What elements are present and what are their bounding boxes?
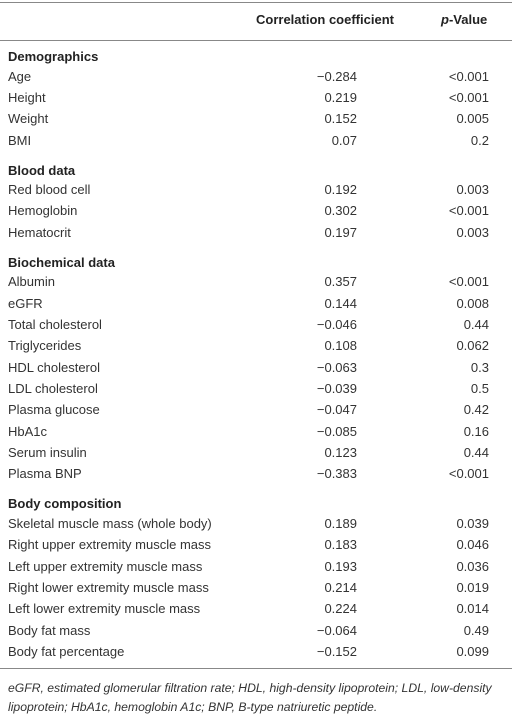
bottom-rule xyxy=(0,668,512,669)
row-label: Triglycerides xyxy=(8,338,82,354)
p-value: <0.001 xyxy=(448,68,489,84)
row-label: Age xyxy=(8,68,32,84)
correlation-value: −0.383 xyxy=(316,466,357,482)
correlation-value: −0.047 xyxy=(316,402,357,418)
p-value: 0.44 xyxy=(463,445,489,461)
correlation-value: −0.085 xyxy=(316,423,357,439)
p-value: 0.44 xyxy=(463,316,489,332)
p-value: 0.046 xyxy=(456,537,489,553)
row-label: Plasma BNP xyxy=(8,466,82,482)
row-label: Right lower extremity muscle mass xyxy=(8,579,209,595)
p-value: 0.008 xyxy=(456,295,489,311)
correlation-value: 0.214 xyxy=(324,579,357,595)
p-value: 0.014 xyxy=(456,601,489,617)
correlation-value: 0.193 xyxy=(324,558,357,574)
row-label: Left upper extremity muscle mass xyxy=(8,558,203,574)
p-value: <0.001 xyxy=(448,203,489,219)
p-value: 0.003 xyxy=(456,182,489,198)
correlation-value: −0.064 xyxy=(316,622,357,638)
p-value: <0.001 xyxy=(448,274,489,290)
p-value: 0.062 xyxy=(456,338,489,354)
correlation-value: 0.144 xyxy=(324,295,357,311)
correlation-value: −0.152 xyxy=(316,644,357,659)
section-title: Demographics xyxy=(8,49,99,64)
p-value: 0.003 xyxy=(456,224,489,240)
correlation-value: −0.284 xyxy=(316,68,357,84)
correlation-value: 0.108 xyxy=(324,338,357,354)
p-value: 0.099 xyxy=(456,644,489,659)
row-label: eGFR xyxy=(8,295,43,311)
row-label: Red blood cell xyxy=(8,182,91,198)
row-label: Total cholesterol xyxy=(8,316,102,332)
correlation-value: 0.357 xyxy=(324,274,357,290)
row-label: Serum insulin xyxy=(8,445,87,461)
p-value: 0.16 xyxy=(463,423,489,439)
correlation-value: 0.192 xyxy=(324,182,357,198)
section-title: Body composition xyxy=(8,496,122,512)
correlation-value: 0.189 xyxy=(324,515,357,531)
p-value: 0.42 xyxy=(463,402,489,418)
row-label: Plasma glucose xyxy=(8,402,100,418)
row-label: Right upper extremity muscle mass xyxy=(8,537,212,553)
row-label: BMI xyxy=(8,132,32,148)
p-value: 0.039 xyxy=(456,515,489,531)
p-value: 0.5 xyxy=(470,381,489,396)
footnote: eGFR, estimated glomerular filtration ra… xyxy=(8,681,492,714)
p-value: 0.036 xyxy=(456,558,489,574)
p-value: 0.3 xyxy=(470,359,489,375)
row-label: HDL cholesterol xyxy=(8,359,101,375)
row-label: LDL cholesterol xyxy=(8,381,98,396)
p-value: 0.2 xyxy=(470,132,489,148)
row-label: Albumin xyxy=(8,274,55,290)
top-rule xyxy=(0,2,512,3)
row-label: Weight xyxy=(8,111,49,127)
row-label: HbA1c xyxy=(8,423,48,439)
p-value: <0.001 xyxy=(448,89,489,105)
correlation-value: 0.152 xyxy=(324,111,357,127)
correlation-value: 0.219 xyxy=(324,89,357,105)
header-rule xyxy=(0,40,512,41)
section-title: Biochemical data xyxy=(8,254,115,270)
p-value: 0.49 xyxy=(463,622,489,638)
correlation-value: 0.302 xyxy=(324,203,357,219)
p-value: 0.005 xyxy=(456,111,489,127)
header-correlation: Correlation coefficient xyxy=(256,12,394,27)
p-value: 0.019 xyxy=(456,579,489,595)
row-label: Left lower extremity muscle mass xyxy=(8,601,201,617)
row-label: Body fat mass xyxy=(8,622,91,638)
row-label: Body fat percentage xyxy=(8,644,125,659)
section-title: Blood data xyxy=(8,162,76,178)
row-label: Skeletal muscle mass (whole body) xyxy=(8,515,212,531)
header-p-value: p-Value xyxy=(441,12,488,27)
row-label: Hemoglobin xyxy=(8,203,78,219)
correlation-value: −0.039 xyxy=(316,381,357,396)
correlation-value: 0.07 xyxy=(331,132,357,148)
row-label: Height xyxy=(8,89,46,105)
correlation-value: 0.197 xyxy=(324,224,357,240)
correlation-value: −0.046 xyxy=(316,316,357,332)
p-value: <0.001 xyxy=(448,466,489,482)
correlation-value: 0.183 xyxy=(324,537,357,553)
row-label: Hematocrit xyxy=(8,224,71,240)
correlation-value: 0.224 xyxy=(324,601,357,617)
correlation-value: −0.063 xyxy=(316,359,357,375)
correlation-value: 0.123 xyxy=(324,445,357,461)
